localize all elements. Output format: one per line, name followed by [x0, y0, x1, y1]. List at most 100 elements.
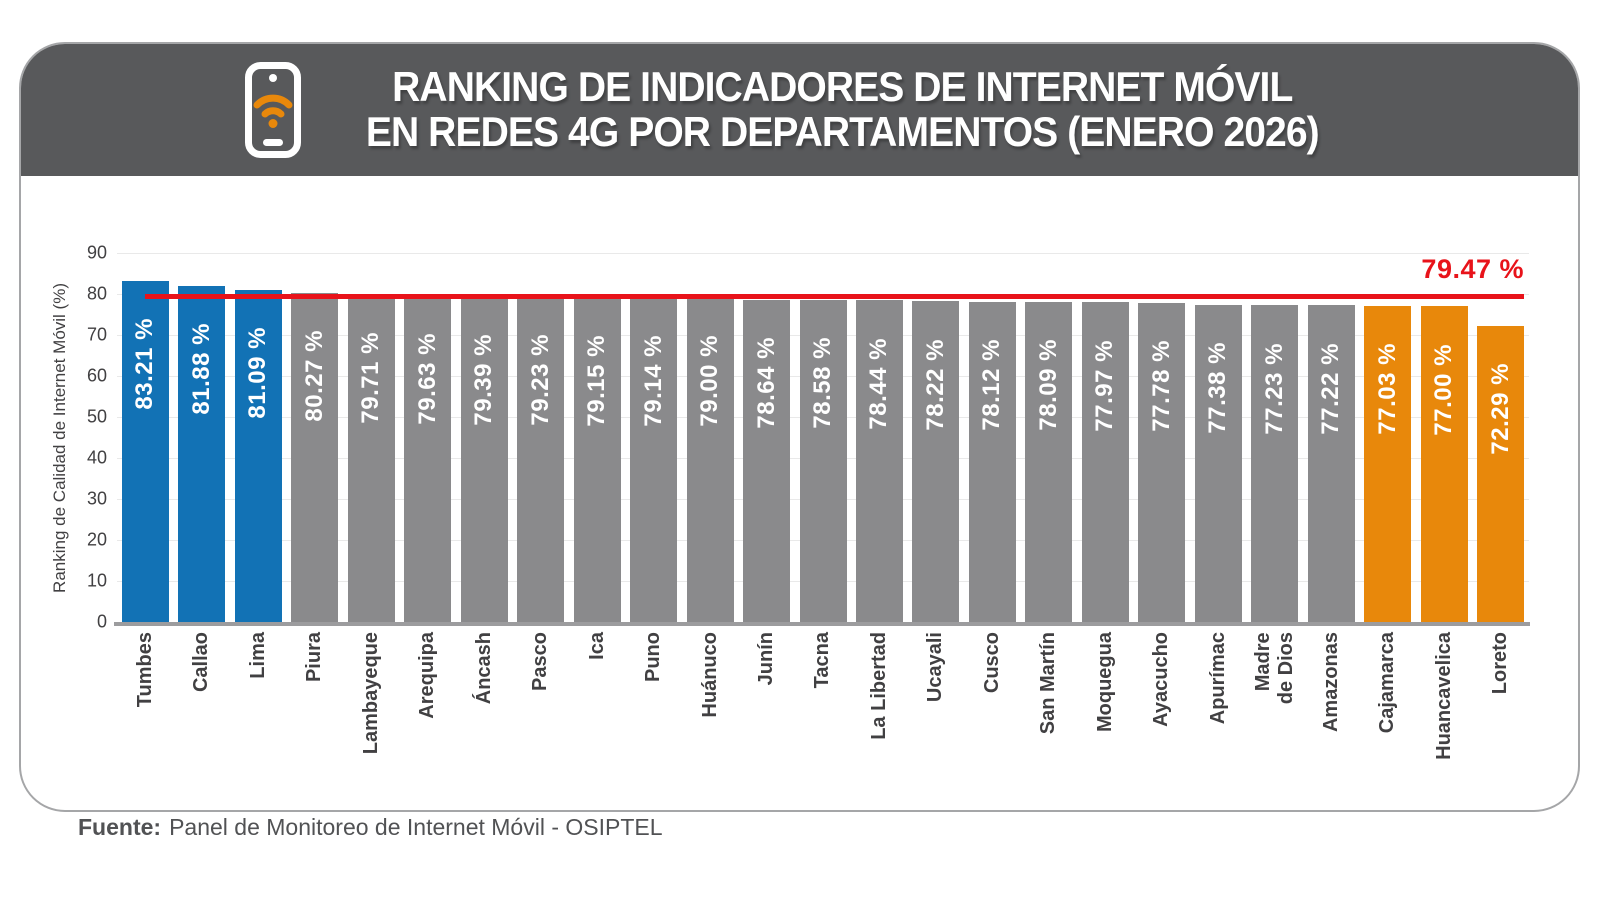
bar-value-label: 77.38 %: [1204, 341, 1232, 434]
phone-wifi-icon: [245, 62, 302, 158]
bar-value-label: 79.14 %: [639, 334, 667, 427]
x-axis-label-moquegua: Moquegua: [1093, 632, 1116, 732]
bar-puno: [630, 297, 678, 622]
bar-ayacucho: [1138, 303, 1186, 622]
title-line-1: RANKING DE INDICADORES DE INTERNET MÓVIL: [392, 63, 1293, 111]
y-axis-tick-label: 40: [86, 447, 107, 468]
bar-madre-de-dios: [1251, 305, 1299, 622]
x-axis-label-san-martin: San Martín: [1037, 632, 1060, 735]
x-axis-label-tacna: Tacna: [811, 632, 834, 689]
x-axis-label-huanuco: Huánuco: [698, 632, 721, 718]
bar-moquegua: [1081, 302, 1129, 622]
x-axis-label-cajamarca: Cajamarca: [1376, 632, 1399, 734]
x-axis-label-junin: Junín: [755, 632, 777, 686]
reference-line: [145, 294, 1524, 300]
y-axis-tick-label: 0: [96, 611, 107, 632]
bar-value-label: 72.29 %: [1486, 362, 1514, 455]
grid-line: [117, 253, 1529, 254]
x-axis-label-pasco: Pasco: [529, 632, 552, 691]
bar-value-label: 79.15 %: [583, 334, 611, 427]
plot-area: 0 10 20 30 40 50 60 70 80 90 83.21 % Tumbes 81.88 % C…: [21, 176, 1578, 810]
y-axis-tick-label: 70: [86, 324, 107, 345]
x-axis-label-callao: Callao: [190, 632, 213, 693]
x-axis-label-la-libertad: La Libertad: [867, 632, 890, 740]
bar-value-label: 78.58 %: [809, 337, 836, 429]
x-axis-label-ayacucho: Ayacucho: [1150, 632, 1173, 727]
bar-san-martin: [1025, 301, 1073, 622]
source-text: Panel de Monitoreo de Internet Móvil - O…: [169, 814, 663, 840]
x-axis-label-lambayeque: Lambayeque: [359, 632, 382, 755]
y-axis-tick-label: 80: [86, 283, 107, 304]
y-axis-tick-label: 60: [86, 365, 107, 386]
y-axis-tick-label: 10: [86, 570, 107, 591]
x-axis-label-madre-de-dios: Madre de Dios: [1251, 632, 1297, 705]
bar-callao: [178, 286, 226, 622]
bar-value-label: 77.97 %: [1091, 339, 1119, 432]
bar-tumbes: [121, 280, 169, 622]
bar-chart: Ranking de Calidad de Internet Móvil (%)…: [21, 176, 1578, 810]
source-label: Fuente:: [78, 814, 162, 840]
x-axis-label-cusco: Cusco: [980, 632, 1003, 694]
bar-huanuco: [686, 298, 734, 622]
bar-la-libertad: [855, 300, 903, 622]
bar-value-label: 78.12 %: [978, 338, 1006, 431]
bar-tacna: [799, 299, 847, 622]
x-axis-label-apurimac: Apurímac: [1206, 632, 1229, 725]
bar-value-label: 79.63 %: [413, 332, 441, 425]
bar-value-label: 80.27 %: [300, 330, 328, 422]
bar-junin: [743, 299, 791, 622]
x-axis-label-loreto: Loreto: [1489, 632, 1512, 695]
x-axis-label-ancash: Áncash: [472, 632, 495, 705]
x-axis-label-amazonas: Amazonas: [1319, 632, 1342, 733]
bar-value-label: 77.78 %: [1147, 340, 1175, 432]
page-title: RANKING DE INDICADORES DE INTERNET MÓVIL…: [366, 63, 1320, 155]
bar-value-label: 78.22 %: [921, 338, 949, 431]
source-note: Fuente: Panel de Monitoreo de Internet Mó…: [78, 814, 663, 841]
bar-ucayali: [912, 301, 960, 622]
bar-ancash: [460, 296, 508, 622]
y-axis-tick-label: 20: [86, 529, 107, 550]
bar-value-label: 81.88 %: [187, 323, 215, 416]
x-axis-line: [114, 622, 1530, 626]
bar-value-label: 79.71 %: [357, 332, 385, 424]
bar-cusco: [968, 301, 1016, 622]
bar-piura: [291, 292, 339, 622]
bar-value-label: 77.23 %: [1260, 342, 1288, 435]
bar-value-label: 79.00 %: [696, 335, 724, 427]
x-axis-label-piura: Piura: [303, 632, 326, 683]
bar-value-label: 79.23 %: [526, 334, 554, 426]
x-axis-label-ica: Ica: [585, 632, 608, 660]
bar-value-label: 78.09 %: [1034, 339, 1062, 431]
bar-pasco: [517, 297, 565, 622]
bar-lambayeque: [347, 295, 395, 622]
bar-lima: [234, 289, 282, 622]
x-axis-label-tumbes: Tumbes: [133, 632, 156, 708]
x-axis-label-huancavelica: Huancavelica: [1432, 632, 1455, 760]
bar-value-label: 77.22 %: [1317, 342, 1345, 435]
bar-value-label: 78.44 %: [865, 337, 893, 430]
bar-value-label: 77.00 %: [1430, 343, 1458, 436]
bar-value-label: 77.03 %: [1373, 343, 1401, 435]
bar-huancavelica: [1420, 306, 1468, 622]
x-axis-label-lima: Lima: [246, 632, 269, 679]
bar-value-label: 83.21 %: [131, 318, 159, 410]
reference-line-label: 79.47 %: [1421, 254, 1524, 285]
header-banner: RANKING DE INDICADORES DE INTERNET MÓVIL…: [21, 44, 1578, 176]
x-axis-label-ucayali: Ucayali: [924, 632, 947, 703]
y-axis-tick-label: 90: [86, 242, 107, 263]
bar-cajamarca: [1364, 306, 1412, 622]
x-axis-label-puno: Puno: [642, 632, 665, 682]
bar-arequipa: [404, 295, 452, 622]
bar-apurimac: [1194, 304, 1242, 622]
y-axis-tick-label: 30: [86, 488, 107, 509]
bar-loreto: [1477, 325, 1525, 622]
bar-value-label: 79.39 %: [470, 333, 498, 426]
chart-card: RANKING DE INDICADORES DE INTERNET MÓVIL…: [19, 42, 1580, 812]
title-line-2: EN REDES 4G POR DEPARTAMENTOS (ENERO 202…: [366, 108, 1320, 155]
bar-amazonas: [1307, 305, 1355, 622]
bar-value-label: 81.09 %: [244, 326, 272, 419]
x-axis-label-arequipa: Arequipa: [416, 632, 439, 719]
y-axis-tick-label: 50: [86, 406, 107, 427]
bar-value-label: 78.64 %: [752, 336, 780, 429]
